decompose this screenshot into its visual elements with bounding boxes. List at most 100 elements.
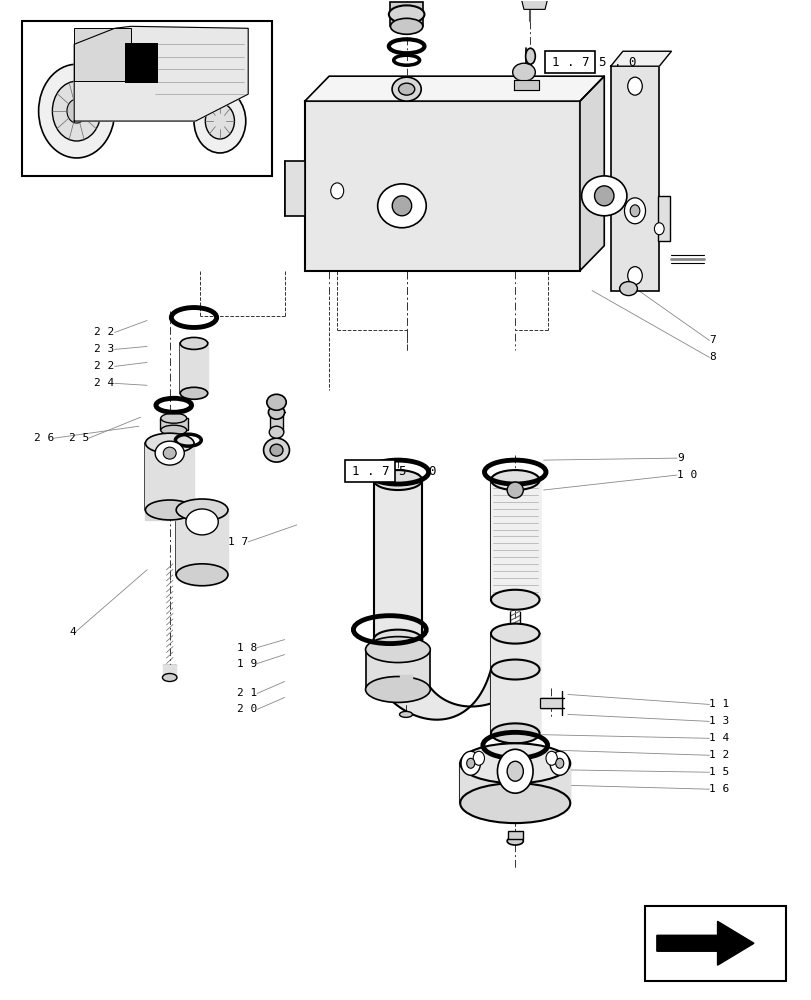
Circle shape: [555, 758, 563, 768]
Polygon shape: [163, 665, 176, 675]
Text: 3: 3: [304, 145, 311, 155]
Circle shape: [507, 761, 523, 781]
Bar: [544, 51, 594, 73]
Ellipse shape: [163, 447, 176, 459]
Text: 5 . 0: 5 . 0: [398, 465, 436, 478]
Text: 2 3: 2 3: [94, 344, 114, 354]
Text: 6: 6: [583, 108, 590, 118]
Circle shape: [624, 198, 645, 224]
Ellipse shape: [373, 470, 422, 490]
Polygon shape: [74, 26, 248, 121]
Ellipse shape: [594, 186, 613, 206]
Circle shape: [545, 751, 556, 765]
Polygon shape: [491, 480, 539, 600]
Ellipse shape: [145, 500, 194, 520]
Polygon shape: [579, 76, 603, 271]
Bar: [390, 2, 423, 26]
Circle shape: [466, 758, 474, 768]
Text: 1 1: 1 1: [709, 699, 729, 709]
Text: 1 8: 1 8: [237, 643, 257, 653]
Text: 7: 7: [709, 335, 715, 345]
Ellipse shape: [398, 83, 414, 95]
Ellipse shape: [491, 470, 539, 490]
Circle shape: [654, 223, 663, 235]
Ellipse shape: [162, 674, 177, 681]
Ellipse shape: [180, 337, 208, 349]
Circle shape: [330, 183, 343, 199]
Ellipse shape: [399, 711, 412, 717]
Ellipse shape: [491, 590, 539, 610]
Circle shape: [549, 751, 569, 775]
Polygon shape: [145, 510, 228, 520]
Circle shape: [497, 749, 532, 793]
Circle shape: [627, 267, 642, 285]
Text: 2 2: 2 2: [94, 361, 114, 371]
Ellipse shape: [392, 77, 421, 101]
Circle shape: [39, 64, 114, 158]
Circle shape: [629, 205, 639, 217]
Ellipse shape: [507, 837, 523, 845]
Ellipse shape: [161, 413, 187, 423]
Ellipse shape: [507, 482, 523, 498]
Circle shape: [205, 103, 234, 139]
Polygon shape: [304, 76, 603, 101]
Circle shape: [67, 99, 86, 123]
Ellipse shape: [525, 48, 534, 64]
Text: 1 0: 1 0: [676, 470, 697, 480]
Polygon shape: [520, 0, 547, 9]
Bar: [22, 21, 272, 176]
Polygon shape: [460, 763, 569, 803]
Polygon shape: [373, 480, 422, 640]
Text: 1 6: 1 6: [709, 784, 729, 794]
Ellipse shape: [264, 438, 289, 462]
Ellipse shape: [365, 637, 430, 663]
Ellipse shape: [270, 444, 283, 456]
Circle shape: [473, 751, 484, 765]
Ellipse shape: [491, 723, 539, 743]
Text: 1: 1: [304, 162, 311, 172]
Ellipse shape: [373, 630, 422, 650]
Polygon shape: [176, 510, 228, 575]
Text: 1 9: 1 9: [237, 659, 257, 669]
Ellipse shape: [460, 743, 569, 783]
Polygon shape: [145, 443, 194, 510]
Ellipse shape: [460, 783, 569, 823]
Ellipse shape: [619, 282, 637, 296]
Text: 1 . 7: 1 . 7: [351, 465, 388, 478]
Ellipse shape: [161, 425, 187, 435]
Text: 9: 9: [676, 453, 683, 463]
Text: 1 4: 1 4: [709, 733, 729, 743]
Bar: [304, 101, 579, 271]
Ellipse shape: [176, 564, 228, 586]
Bar: [610, 66, 659, 291]
Circle shape: [627, 77, 642, 95]
Ellipse shape: [390, 18, 423, 34]
Polygon shape: [656, 921, 753, 965]
Ellipse shape: [512, 63, 534, 81]
Ellipse shape: [176, 499, 228, 521]
Bar: [270, 412, 283, 432]
Polygon shape: [400, 675, 411, 684]
Bar: [125, 43, 157, 83]
Polygon shape: [370, 640, 539, 720]
Polygon shape: [610, 51, 671, 66]
Ellipse shape: [491, 660, 539, 680]
Text: 4: 4: [69, 627, 75, 637]
Polygon shape: [491, 634, 539, 733]
Polygon shape: [180, 343, 208, 393]
Text: 2 0: 2 0: [237, 704, 257, 714]
Text: 5 . 0: 5 . 0: [598, 56, 635, 69]
Text: 5: 5: [583, 88, 590, 98]
Text: 2 5: 2 5: [68, 433, 88, 443]
Ellipse shape: [269, 426, 284, 438]
Polygon shape: [513, 80, 538, 90]
Ellipse shape: [186, 509, 218, 535]
Bar: [345, 460, 395, 482]
Circle shape: [461, 751, 480, 775]
Ellipse shape: [180, 387, 208, 399]
Circle shape: [52, 81, 101, 141]
Ellipse shape: [517, 770, 529, 776]
Ellipse shape: [268, 405, 285, 419]
Bar: [539, 698, 561, 708]
Ellipse shape: [377, 184, 426, 228]
